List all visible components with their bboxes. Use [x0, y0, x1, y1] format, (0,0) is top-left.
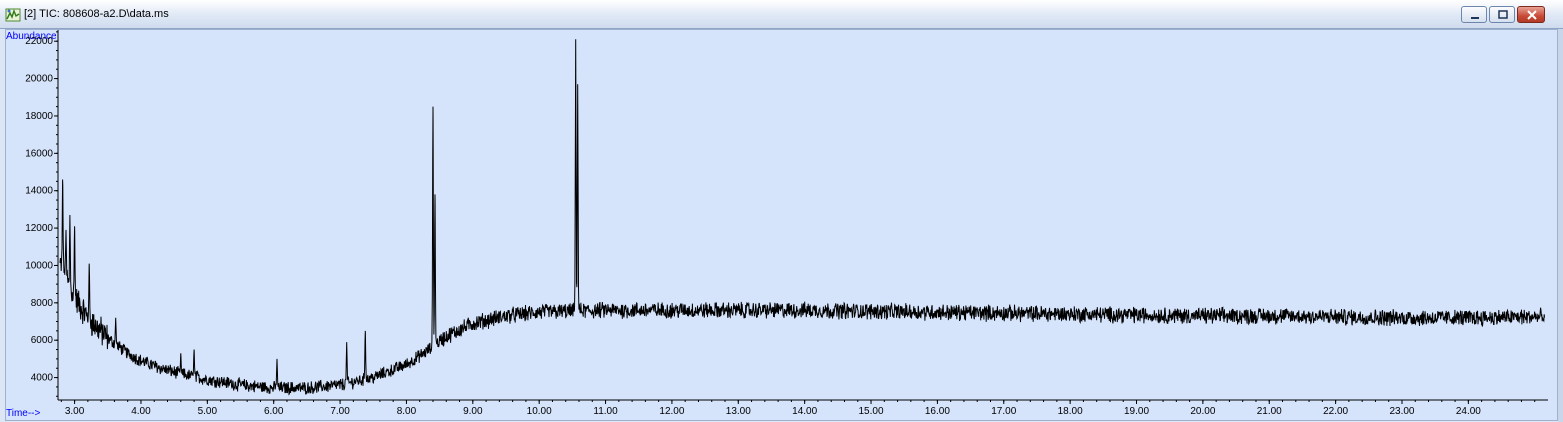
y-tick-label: 14000 — [25, 186, 53, 197]
minimize-icon — [1471, 17, 1479, 19]
x-tick-label: 11.00 — [593, 406, 618, 417]
y-tick-label: 4000 — [31, 373, 54, 384]
plot-area[interactable] — [5, 29, 1558, 421]
x-tick-label: 17.00 — [991, 406, 1016, 417]
y-tick-label: 12000 — [25, 223, 53, 234]
x-tick-label: 12.00 — [659, 406, 684, 417]
y-tick-label: 18000 — [25, 111, 53, 122]
window-controls — [1461, 6, 1545, 23]
x-tick-label: 6.00 — [264, 406, 284, 417]
x-tick-label: 23.00 — [1389, 406, 1414, 417]
y-tick-label: 8000 — [31, 298, 54, 309]
close-icon — [1527, 10, 1537, 20]
x-tick-label: 20.00 — [1190, 406, 1215, 417]
y-tick-label: 22000 — [25, 36, 53, 47]
x-tick-label: 7.00 — [330, 406, 350, 417]
x-tick-label: 13.00 — [726, 406, 751, 417]
x-tick-label: 8.00 — [397, 406, 417, 417]
minimize-button[interactable] — [1461, 6, 1487, 23]
x-tick-label: 5.00 — [198, 406, 218, 417]
tic-trace — [59, 39, 1545, 396]
chromatogram-app-icon — [5, 8, 21, 22]
x-tick-label: 14.00 — [792, 406, 817, 417]
axes — [57, 30, 1548, 401]
y-tick-label: 6000 — [31, 335, 54, 346]
x-tick-label: 10.00 — [527, 406, 552, 417]
title-bar[interactable]: [2] TIC: 808608-a2.D\data.ms — [0, 0, 1563, 29]
x-tick-label: 15.00 — [859, 406, 884, 417]
x-tick-label: 18.00 — [1058, 406, 1083, 417]
window-edge — [1558, 29, 1563, 422]
y-axis-label: Abundance — [6, 31, 57, 42]
x-tick-label: 24.00 — [1456, 406, 1481, 417]
ticks: 4000 6000 8000 10000 12000 14000 16000 18000 200… — [25, 31, 1536, 417]
window-title: [2] TIC: 808608-a2.D\data.ms — [24, 8, 169, 20]
x-tick-label: 19.00 — [1124, 406, 1149, 417]
y-tick-label: 10000 — [25, 260, 53, 271]
y-tick-label: 16000 — [25, 148, 53, 159]
y-tick-label: 20000 — [25, 74, 53, 85]
x-tick-label: 16.00 — [925, 406, 950, 417]
x-tick-label: 22.00 — [1323, 406, 1348, 417]
x-tick-label: 4.00 — [131, 406, 151, 417]
x-axis-label: Time--> — [6, 408, 41, 419]
restore-icon — [1498, 10, 1508, 19]
close-button[interactable] — [1517, 6, 1545, 23]
x-tick-label: 3.00 — [65, 406, 85, 417]
restore-button[interactable] — [1489, 6, 1515, 23]
x-tick-label: 21.00 — [1257, 406, 1282, 417]
x-tick-label: 9.00 — [463, 406, 483, 417]
